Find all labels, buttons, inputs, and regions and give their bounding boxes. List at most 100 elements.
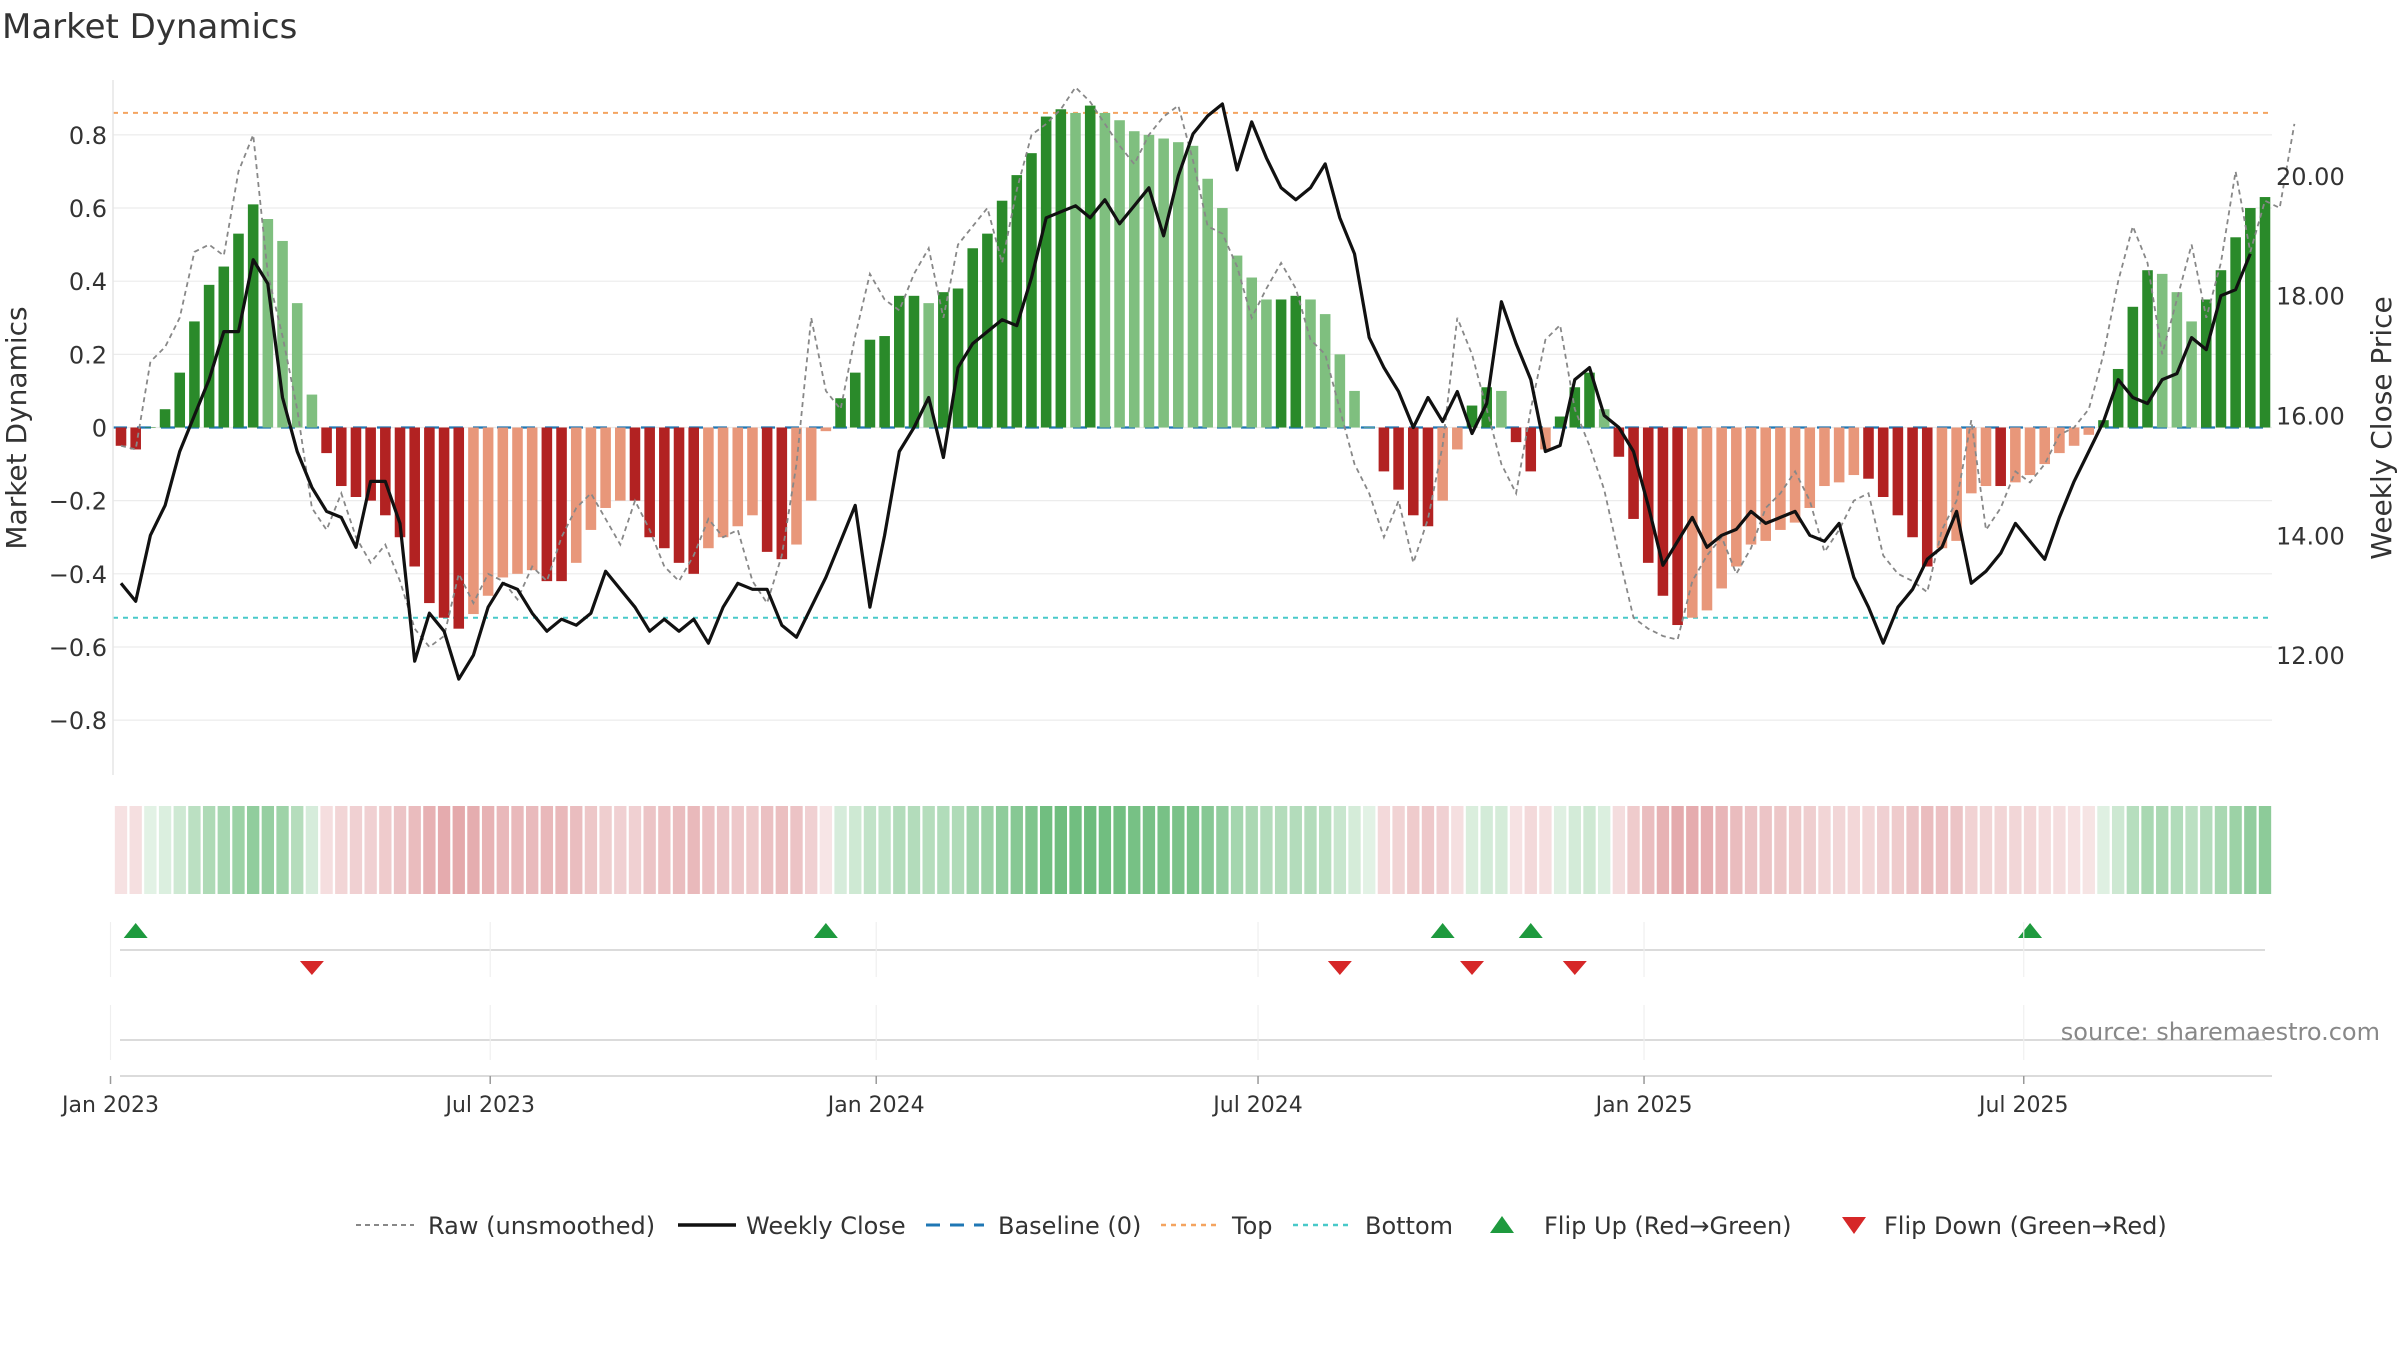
dynamics-bar <box>879 336 890 428</box>
band-cell <box>232 806 245 894</box>
band-cell <box>849 806 862 894</box>
dynamics-bar <box>1804 427 1816 508</box>
dynamics-bar <box>409 427 420 567</box>
band-cell <box>658 806 671 894</box>
band-cell <box>1333 806 1347 894</box>
left-tick-label: −0.8 <box>49 707 107 735</box>
band-cell <box>614 806 627 894</box>
left-tick-label: −0.4 <box>49 561 107 589</box>
dynamics-bar <box>1055 109 1067 428</box>
dynamics-bar <box>145 427 156 428</box>
legend-item-baseline: Baseline (0) <box>926 1212 1141 1240</box>
source-note: source: sharemaestro.com <box>2061 1018 2380 1046</box>
band-cell <box>173 806 186 894</box>
band-cell <box>995 806 1009 894</box>
dynamics-bar <box>688 427 699 574</box>
band-cell <box>1862 806 1875 894</box>
dynamics-bar <box>1701 427 1713 611</box>
band-cell <box>202 806 216 894</box>
legend-label: Raw (unsmoothed) <box>428 1212 655 1240</box>
band-cell <box>2244 806 2257 894</box>
dynamics-bar <box>1951 427 1962 541</box>
dynamics-bar <box>1745 427 1757 545</box>
dynamics-bar <box>835 398 846 428</box>
dynamics-bar <box>1540 427 1551 450</box>
band-cell <box>2053 806 2066 894</box>
band-cell <box>907 806 921 894</box>
band-cell <box>437 806 451 894</box>
band-cell <box>1142 806 1156 894</box>
dynamics-bar <box>321 427 332 454</box>
dynamics-bar <box>1481 387 1492 428</box>
dynamics-bar <box>1378 427 1390 472</box>
band-cell <box>379 806 392 894</box>
band-cell <box>393 806 407 894</box>
band-cell <box>1788 806 1802 894</box>
band-cell <box>1260 806 1273 894</box>
left-axis-label: Market Dynamics <box>0 306 33 549</box>
legend-label: Bottom <box>1365 1212 1453 1240</box>
band-cell <box>158 806 172 894</box>
band-cell <box>1451 806 1464 894</box>
legend-item-flip_down: Flip Down (Green→Red) <box>1842 1212 2167 1240</box>
flip-markers-panel <box>120 923 2272 1077</box>
band-cell <box>1950 806 1963 894</box>
dynamics-bar <box>1921 427 1933 567</box>
band-cell <box>1348 806 1361 894</box>
dynamics-bar <box>1731 427 1742 567</box>
dynamics-bar <box>1275 299 1287 428</box>
band-cell <box>1421 806 1435 894</box>
dynamics-bar <box>967 248 979 428</box>
dynamics-bar <box>938 292 949 428</box>
band-cell <box>496 806 509 894</box>
dynamics-bar <box>732 427 744 527</box>
band-cell <box>2023 806 2037 894</box>
dynamics-bar <box>2186 321 2197 428</box>
dynamics-bar <box>1319 314 1331 428</box>
dynamics-bar <box>1026 153 1037 428</box>
band-cell <box>1407 806 1420 894</box>
band-cell <box>114 806 128 894</box>
left-tick-label: 0.8 <box>69 122 107 150</box>
dynamics-bar <box>805 427 817 501</box>
dynamics-bar <box>1789 427 1801 523</box>
dynamics-bar <box>2083 427 2095 435</box>
band-cell <box>1965 806 1978 894</box>
dynamics-bar <box>218 266 230 428</box>
dynamics-bar <box>1657 427 1669 596</box>
dynamics-bar <box>747 427 758 516</box>
band-cell <box>1803 806 1816 894</box>
dynamics-bar <box>1246 277 1258 428</box>
dynamics-bar <box>1980 427 1992 487</box>
dynamics-bar <box>1510 427 1522 443</box>
band-cell <box>364 806 377 894</box>
band-cell <box>628 806 642 894</box>
band-cell <box>1465 806 1479 894</box>
x-axis-ticks: Jan 2023 Jul 2023 Jan 2024 Jul 2024 Jan 2025… <box>60 922 2069 1118</box>
dynamics-bar <box>820 427 832 432</box>
dynamics-bar <box>365 427 376 501</box>
dynamics-bar <box>2039 427 2051 465</box>
dynamics-bar <box>600 427 611 508</box>
dynamics-bar <box>1202 178 1213 428</box>
dynamics-bar <box>1084 105 1096 428</box>
band-cell <box>937 806 950 894</box>
band-cell <box>1201 806 1214 894</box>
left-tick-label: 0 <box>92 415 107 443</box>
x-tick-label: Jul 2023 <box>443 1093 535 1118</box>
flip-down-marker <box>1460 961 1485 975</box>
flip-down-marker <box>1327 961 1352 975</box>
band-cell <box>834 806 847 894</box>
band-cell <box>320 806 333 894</box>
dynamics-bar <box>1819 427 1830 487</box>
legend: Raw (unsmoothed) Weekly Close Baseline (0)… <box>356 1212 2167 1240</box>
dynamics-bar <box>894 295 905 428</box>
dynamics-bar <box>438 427 450 618</box>
dynamics-bar <box>1143 134 1155 428</box>
dynamics-bar <box>703 427 714 549</box>
dynamics-bar <box>659 427 670 549</box>
x-tick-label: Jan 2024 <box>826 1093 925 1118</box>
band-cell <box>702 806 715 894</box>
dynamics-bar <box>1554 416 1566 428</box>
band-cell <box>1524 806 1537 894</box>
